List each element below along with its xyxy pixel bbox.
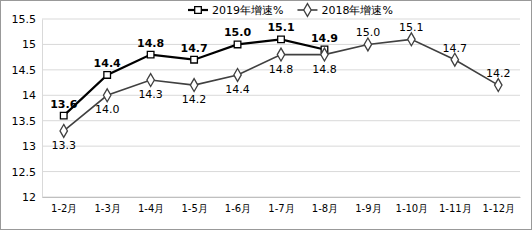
y-tick-label: 13.5: [12, 115, 37, 128]
data-label: 15.0: [224, 26, 251, 39]
data-label: 15.1: [267, 21, 294, 34]
series-marker: [191, 56, 198, 63]
data-label: 14.2: [182, 93, 207, 106]
legend-item: 2018年增速%: [297, 4, 392, 17]
x-tick-label: 1-2月: [51, 203, 77, 214]
legend-label: 2019年增速%: [212, 4, 283, 17]
grid-line: [42, 146, 520, 147]
legend-marker: [195, 7, 202, 14]
series-marker: [234, 41, 241, 48]
x-tick: 1-2月: [51, 197, 77, 214]
data-label: 14.8: [137, 37, 164, 50]
grid-line: [42, 19, 520, 20]
legend-marker: [304, 4, 311, 17]
data-label: 14.7: [443, 42, 468, 55]
x-tick-label: 1-7月: [268, 203, 294, 214]
y-tick-label: 15: [22, 38, 36, 51]
x-tick-label: 1-12月: [482, 203, 515, 214]
data-label: 15.1: [399, 21, 424, 34]
y-tick: 13: [22, 140, 42, 153]
series-marker: [60, 124, 67, 137]
series-line: [64, 39, 325, 115]
x-tick-label: 1-11月: [439, 203, 472, 214]
x-tick-label: 1-6月: [225, 203, 251, 214]
legend-label: 2018年增速%: [321, 4, 392, 17]
data-label: 14.4: [225, 83, 250, 96]
chart: 12 12.5 13 13.5 14 14.5 15 15.5 1-2月 1-3月 1-4月 1-5月…: [0, 0, 532, 230]
x-tick: 1-4月: [138, 197, 164, 214]
series-marker: [147, 74, 154, 87]
series-marker: [60, 112, 67, 119]
y-tick: 13.5: [12, 115, 43, 128]
x-tick: 1-7月: [268, 197, 294, 214]
y-tick-label: 14: [22, 89, 36, 102]
x-tick-label: 1-3月: [95, 203, 121, 214]
x-tick-label: 1-4月: [138, 203, 164, 214]
y-tick: 12.5: [12, 166, 43, 179]
x-tick: 1-11月: [439, 197, 472, 214]
y-tick-label: 14.5: [12, 64, 37, 77]
y-axis: 12 12.5 13 13.5 14 14.5 15 15.5: [12, 13, 43, 204]
x-tick-label: 1-8月: [312, 203, 338, 214]
y-tick: 15.5: [12, 13, 43, 26]
series-marker: [190, 79, 197, 92]
series-marker: [147, 51, 154, 58]
x-tick: 1-5月: [181, 197, 207, 214]
x-axis: 1-2月 1-3月 1-4月 1-5月 1-6月 1-7月 1-8月 1-9月 1-10月 1-1…: [43, 197, 521, 214]
y-tick-label: 13: [22, 140, 36, 153]
data-label: 13.6: [50, 98, 77, 111]
series-marker: [277, 48, 284, 61]
y-tick-label: 12.5: [12, 166, 37, 179]
series-marker: [103, 89, 110, 102]
series-marker: [104, 72, 111, 79]
x-tick: 1-6月: [225, 197, 251, 214]
series-marker: [408, 33, 415, 46]
y-axis-line: [42, 20, 43, 198]
data-label: 14.8: [269, 63, 294, 76]
series-line: [64, 39, 499, 131]
legend-item: 2019年增速%: [188, 4, 283, 17]
series-marker: [364, 38, 371, 51]
data-label: 14.0: [95, 103, 120, 116]
y-tick-label: 12: [22, 191, 36, 204]
series-marker: [234, 68, 241, 81]
plot-area: 12 12.5 13 13.5 14 14.5 15 15.5 1-2月 1-3月 1-4月 1-5月…: [12, 13, 521, 214]
legend: 2019年增速% 2018年增速%: [188, 4, 393, 17]
data-label: 14.7: [181, 42, 208, 55]
x-tick: 1-12月: [482, 197, 515, 214]
x-tick: 1-3月: [95, 197, 121, 214]
grid-line: [42, 120, 520, 121]
x-axis-line: [43, 197, 521, 198]
y-tick-label: 15.5: [12, 13, 37, 26]
x-tick-label: 1-5月: [181, 203, 207, 214]
y-tick: 12: [22, 191, 42, 204]
y-tick: 15: [22, 38, 42, 51]
grid: [42, 19, 520, 197]
data-label: 14.4: [94, 57, 121, 70]
x-tick: 1-9月: [355, 197, 381, 214]
grid-line: [42, 171, 520, 172]
frame: [1, 1, 532, 230]
series-group: [60, 33, 502, 137]
data-label: 14.2: [486, 67, 511, 80]
series-marker: [321, 48, 328, 61]
data-label: 14.3: [138, 88, 163, 101]
data-labels: 13.6 14.4 14.8 14.7 15.0 15.1 14.9 13.3 14.0 14.3…: [50, 21, 510, 152]
x-tick: 1-8月: [312, 197, 338, 214]
grid-line: [42, 197, 520, 198]
series-marker: [495, 79, 502, 92]
x-tick: 1-10月: [396, 197, 429, 214]
data-label: 15.0: [356, 26, 381, 39]
x-tick-label: 1-10月: [396, 203, 429, 214]
grid-line: [42, 95, 520, 96]
data-label: 13.3: [51, 139, 76, 152]
y-tick: 14.5: [12, 64, 43, 77]
data-label: 14.8: [312, 63, 337, 76]
y-tick: 14: [22, 89, 42, 102]
series-marker: [451, 53, 458, 66]
series-marker: [278, 36, 285, 43]
x-tick-label: 1-9月: [355, 203, 381, 214]
data-label: 14.9: [311, 32, 338, 45]
